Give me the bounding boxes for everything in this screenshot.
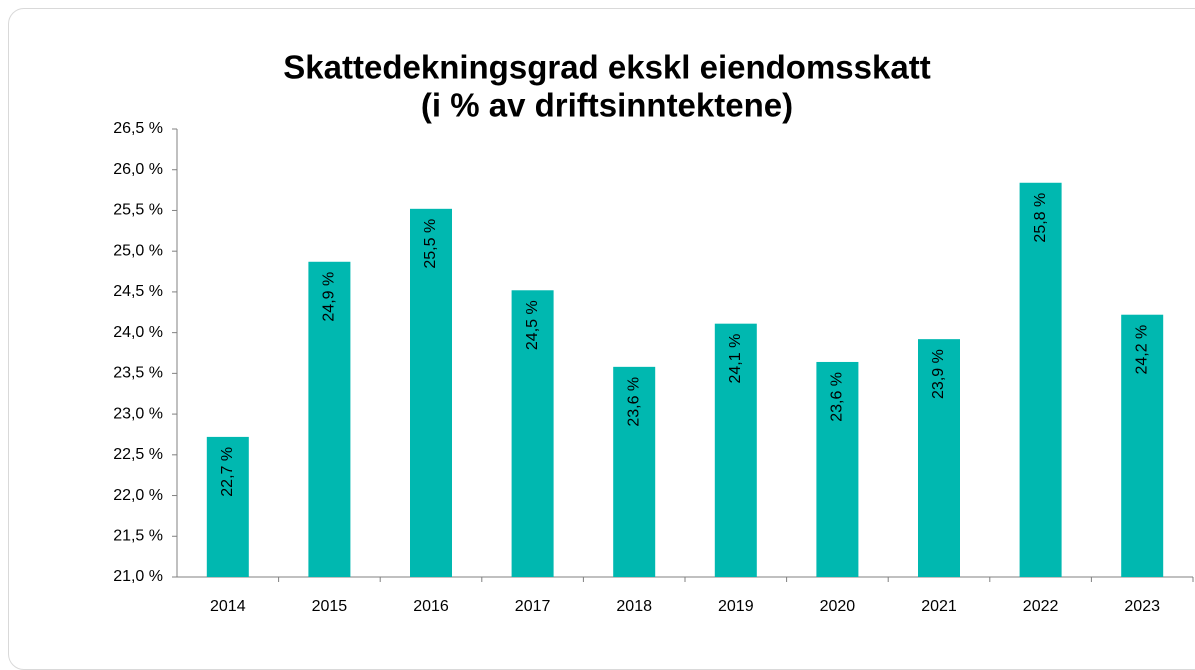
data-label: 23,9 % [930,349,947,399]
y-tick-label: 26,5 % [113,120,163,137]
bar [1019,182,1062,577]
x-tick-label: 2023 [1124,598,1160,615]
x-tick-label: 2018 [616,598,652,615]
data-label: 24,9 % [321,272,338,322]
bar [918,339,960,577]
y-tick-label: 22,0 % [113,487,163,504]
bar [511,290,554,577]
y-tick-label: 24,5 % [113,283,163,300]
x-tick-label: 2015 [312,598,348,615]
data-label: 24,1 % [727,334,744,384]
data-label: 23,6 % [829,372,846,422]
chart-title: (i % av driftsinntektene) [421,87,793,124]
y-tick-label: 21,5 % [113,527,163,544]
data-label: 24,2 % [1133,325,1150,375]
x-tick-label: 2022 [1023,598,1059,615]
bar [1121,314,1164,577]
y-tick-label: 23,0 % [113,405,163,422]
bar [714,323,757,577]
x-tick-label: 2020 [820,598,856,615]
x-tick-label: 2014 [210,598,246,615]
x-tick-label: 2016 [413,598,449,615]
x-tick-label: 2019 [718,598,754,615]
bar [816,361,859,577]
data-label: 25,8 % [1032,193,1049,243]
y-tick-label: 21,0 % [113,568,163,585]
data-label: 22,7 % [219,447,236,497]
bar [308,261,351,577]
y-tick-label: 23,5 % [113,365,163,382]
y-tick-label: 26,0 % [113,161,163,178]
data-label: 24,5 % [524,300,541,350]
y-tick-label: 22,5 % [113,446,163,463]
y-tick-label: 25,0 % [113,242,163,259]
data-label: 25,5 % [422,219,439,269]
bar [410,208,452,578]
chart: Skattedekningsgrad ekskl eiendomsskatt (… [113,49,1194,615]
y-tick-label: 24,0 % [113,324,163,341]
x-tick-label: 2017 [515,598,551,615]
bar [206,436,249,577]
bar [613,366,656,577]
data-label: 23,6 % [625,377,642,427]
chart-title: Skattedekningsgrad ekskl eiendomsskatt [283,49,930,86]
y-tick-label: 25,5 % [113,202,163,219]
x-tick-label: 2021 [921,598,957,615]
